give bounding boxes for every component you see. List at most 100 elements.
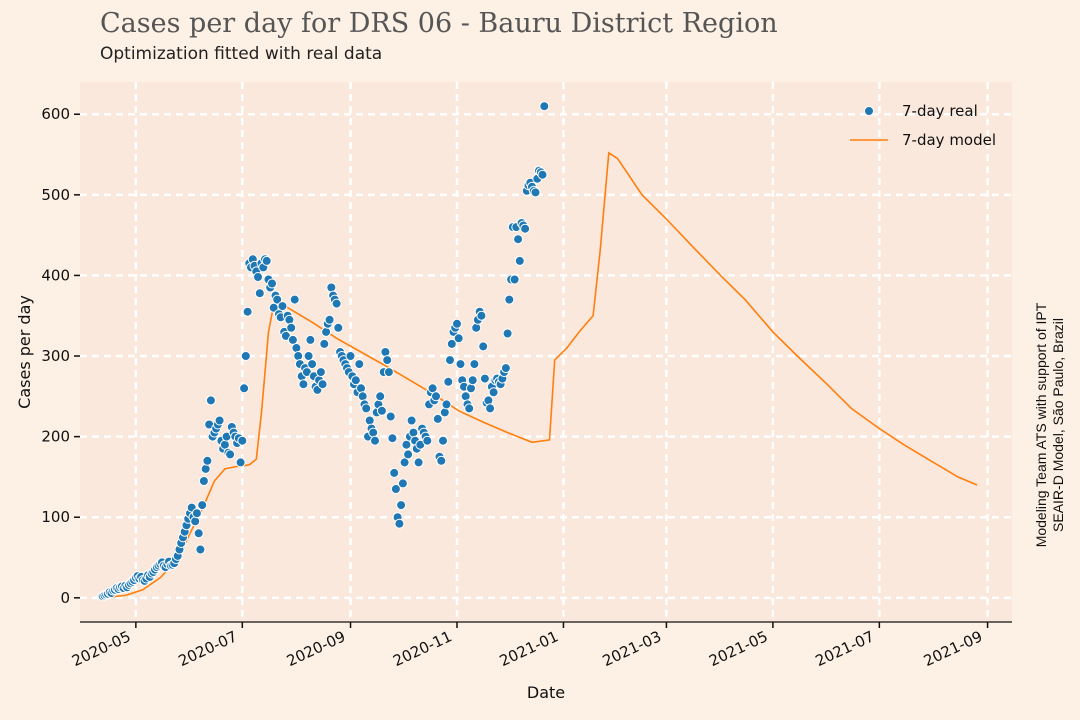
data-point <box>383 367 394 378</box>
legend-label-model: 7-day model <box>902 131 996 149</box>
data-point <box>479 373 490 384</box>
data-point <box>195 544 206 555</box>
data-point <box>466 383 476 394</box>
data-point <box>286 322 297 333</box>
x-axis-label: Date <box>527 683 565 702</box>
data-point <box>390 484 401 494</box>
data-point <box>413 457 424 468</box>
data-point <box>364 415 375 426</box>
data-point <box>253 272 263 282</box>
data-point <box>460 391 471 402</box>
data-point <box>214 415 225 426</box>
data-point <box>431 391 441 402</box>
data-point <box>354 359 365 370</box>
data-point <box>530 187 541 198</box>
x-tick-label: 2020-09 <box>284 627 348 670</box>
data-point <box>504 294 515 305</box>
data-point <box>502 328 513 339</box>
credit-text: Modeling Team ATS with support of IPT SE… <box>1033 302 1066 547</box>
data-point <box>200 463 211 474</box>
data-point <box>520 223 531 234</box>
data-point <box>397 478 408 489</box>
data-point <box>298 379 309 390</box>
data-point <box>422 435 433 446</box>
x-tick-label: 2021-09 <box>921 627 985 670</box>
data-point <box>350 375 361 386</box>
legend-marker-real <box>864 106 874 116</box>
data-point <box>368 427 379 438</box>
data-point <box>478 341 489 352</box>
data-point <box>193 528 204 539</box>
credit-line-2: SEAIR-D Model, São Paulo, Brazil <box>1050 318 1066 532</box>
plot-area <box>80 82 1012 622</box>
data-point <box>467 375 478 386</box>
data-point <box>356 383 366 394</box>
data-point <box>198 476 209 486</box>
data-point <box>469 359 480 370</box>
data-point <box>205 395 216 406</box>
y-axis-ticks: 0 100 200 300 400 500 600 <box>41 105 80 607</box>
x-tick-label: 2021-03 <box>600 627 664 670</box>
legend-label-real: 7-day real <box>902 102 978 120</box>
data-point <box>471 322 482 333</box>
data-point <box>464 403 475 414</box>
data-point <box>291 343 302 353</box>
data-point <box>321 326 332 337</box>
data-point <box>476 310 487 321</box>
data-point <box>439 407 450 418</box>
y-tick-label: 500 <box>41 186 70 204</box>
data-point <box>357 391 368 402</box>
data-point <box>436 455 447 466</box>
data-point <box>438 435 448 446</box>
data-point <box>443 376 454 387</box>
data-point <box>191 508 202 519</box>
data-point <box>396 500 407 511</box>
data-point <box>370 435 380 446</box>
x-tick-label: 2020-05 <box>69 627 133 670</box>
data-point <box>277 301 288 312</box>
data-point <box>235 457 246 468</box>
data-point <box>254 288 265 299</box>
data-point <box>539 101 550 112</box>
data-point <box>315 367 326 378</box>
data-point <box>319 338 330 349</box>
data-point <box>239 383 250 394</box>
data-point <box>509 274 520 285</box>
data-point <box>361 403 372 414</box>
x-tick-label: 2020-07 <box>176 627 240 670</box>
x-tick-label: 2021-05 <box>706 627 770 670</box>
data-point <box>287 334 298 345</box>
data-point <box>376 405 387 416</box>
data-point <box>500 363 511 374</box>
legend: 7-day real 7-day model <box>850 102 996 149</box>
chart-subtitle: Optimization fitted with real data <box>100 44 382 64</box>
data-point <box>333 322 344 333</box>
credit-line-1: Modeling Team ATS with support of IPT <box>1033 302 1049 547</box>
data-point <box>452 318 462 329</box>
data-point <box>455 359 466 370</box>
y-tick-label: 200 <box>41 428 70 446</box>
y-tick-label: 100 <box>41 508 70 526</box>
data-point <box>345 351 356 361</box>
data-point <box>401 439 412 450</box>
data-point <box>441 399 452 410</box>
data-point <box>331 298 342 309</box>
y-tick-label: 0 <box>60 589 70 607</box>
data-point <box>324 314 335 325</box>
data-point <box>267 278 277 289</box>
y-tick-label: 300 <box>41 347 70 365</box>
data-point <box>317 379 328 390</box>
x-axis-ticks: 2020-05 2020-07 2020-09 2020-11 2021-01 2021-… <box>69 622 989 670</box>
data-point <box>445 355 455 366</box>
series-points-7-day-real <box>97 101 550 602</box>
data-point <box>284 314 295 325</box>
data-point <box>432 413 443 424</box>
x-tick-label: 2020-11 <box>390 627 454 670</box>
data-point <box>375 391 386 402</box>
data-point <box>382 355 393 366</box>
data-point <box>197 500 208 511</box>
data-point <box>537 169 548 180</box>
data-point <box>408 427 419 438</box>
series-line-7-day-model <box>102 151 978 599</box>
